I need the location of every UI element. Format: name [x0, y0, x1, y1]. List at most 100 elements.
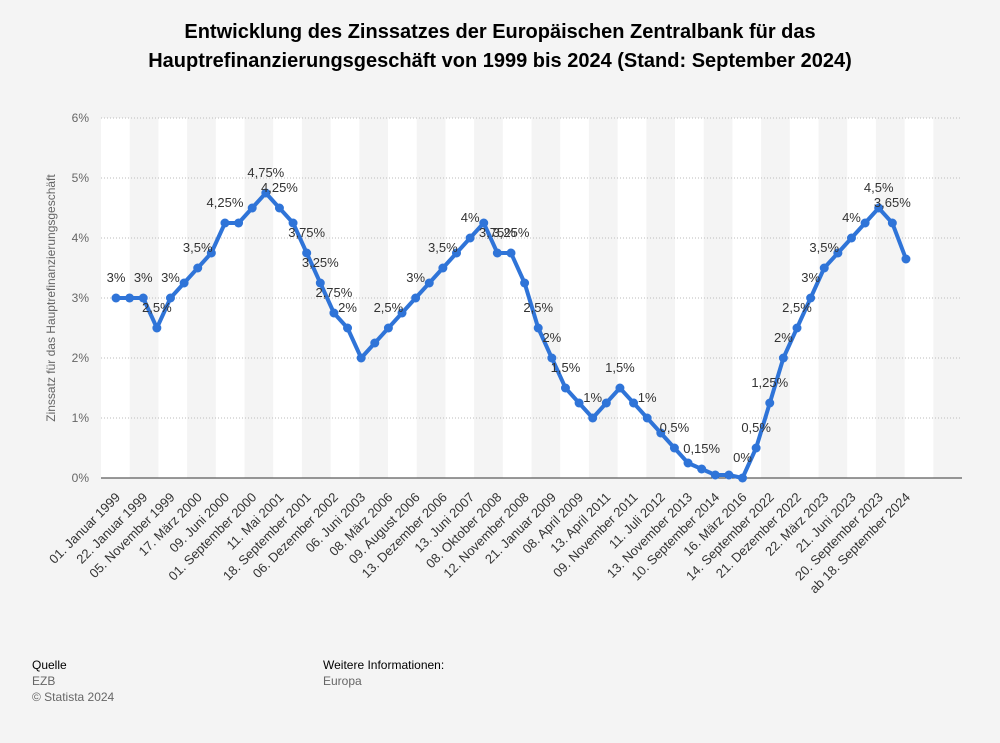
- data-point[interactable]: [165, 293, 175, 303]
- data-point[interactable]: [383, 323, 393, 333]
- data-point[interactable]: [193, 263, 203, 273]
- y-tick-label: 2%: [72, 351, 90, 365]
- data-point[interactable]: [560, 383, 570, 393]
- source-value: EZB: [32, 674, 56, 688]
- data-point[interactable]: [710, 470, 720, 480]
- data-point[interactable]: [315, 278, 325, 288]
- data-point[interactable]: [874, 203, 884, 213]
- data-label: 1,25%: [751, 375, 788, 390]
- data-point[interactable]: [901, 254, 911, 264]
- data-point[interactable]: [833, 248, 843, 258]
- data-point[interactable]: [520, 278, 530, 288]
- data-point[interactable]: [683, 458, 693, 468]
- data-point[interactable]: [288, 218, 298, 228]
- chart-title-line-1: Entwicklung des Zinssatzes der Europäisc…: [184, 21, 816, 43]
- data-point[interactable]: [206, 248, 216, 258]
- data-point[interactable]: [492, 248, 502, 258]
- source-heading: Quelle: [32, 658, 67, 672]
- data-point[interactable]: [179, 278, 189, 288]
- chart-title-line-2: Hauptrefinanzierungsgeschäft von 1999 bi…: [148, 50, 852, 72]
- data-point[interactable]: [656, 428, 666, 438]
- info-block: Weitere Informationen: Europa: [323, 657, 444, 689]
- data-label: 2,5%: [523, 300, 553, 315]
- data-label: 4%: [842, 210, 861, 225]
- data-point[interactable]: [751, 443, 761, 453]
- data-point[interactable]: [738, 473, 748, 483]
- data-label: 2%: [338, 300, 357, 315]
- data-point[interactable]: [533, 323, 543, 333]
- data-label: 3,25%: [302, 255, 339, 270]
- data-point[interactable]: [615, 383, 625, 393]
- data-point[interactable]: [669, 443, 679, 453]
- data-point[interactable]: [506, 248, 516, 258]
- data-point[interactable]: [778, 353, 788, 363]
- data-point[interactable]: [547, 353, 557, 363]
- y-axis-title: Zinssatz für das Hauptrefinanzierungsges…: [44, 174, 58, 422]
- data-label: 2%: [774, 330, 793, 345]
- data-point[interactable]: [370, 338, 380, 348]
- data-point[interactable]: [111, 293, 121, 303]
- data-label: 2,5%: [142, 300, 172, 315]
- data-label: 4,75%: [247, 165, 284, 180]
- data-label: 3%: [801, 270, 820, 285]
- data-label: 3,75%: [288, 225, 325, 240]
- info-value[interactable]: Europa: [323, 674, 362, 688]
- data-label: 1,5%: [551, 360, 581, 375]
- data-label: 3,65%: [874, 195, 911, 210]
- data-point[interactable]: [642, 413, 652, 423]
- data-point[interactable]: [125, 293, 135, 303]
- data-point[interactable]: [792, 323, 802, 333]
- data-point[interactable]: [846, 233, 856, 243]
- data-point[interactable]: [819, 263, 829, 273]
- y-tick-label: 3%: [72, 291, 90, 305]
- plot-band: [502, 118, 532, 478]
- data-label: 4%: [461, 210, 480, 225]
- data-point[interactable]: [465, 233, 475, 243]
- data-point[interactable]: [588, 413, 598, 423]
- y-tick-label: 0%: [72, 471, 90, 485]
- data-point[interactable]: [411, 293, 421, 303]
- source-block: Quelle EZB © Statista 2024: [32, 657, 114, 705]
- data-point[interactable]: [343, 323, 353, 333]
- data-point[interactable]: [452, 248, 461, 258]
- line-chart: 0% 1% 2% 3% 4% 5% 6% Zinssatz für das Hauptrefi…: [44, 111, 962, 596]
- data-point[interactable]: [629, 398, 639, 408]
- data-point[interactable]: [765, 398, 775, 408]
- data-label: 3,5%: [183, 240, 213, 255]
- data-point[interactable]: [247, 203, 257, 213]
- data-point[interactable]: [574, 398, 584, 408]
- data-point[interactable]: [302, 248, 312, 258]
- data-label: 3%: [134, 270, 153, 285]
- data-label: 0,15%: [683, 441, 720, 456]
- data-point[interactable]: [397, 308, 407, 318]
- plot-band: [904, 118, 934, 478]
- data-label: 4,25%: [207, 195, 244, 210]
- plot-band: [445, 118, 475, 478]
- data-label: 2,75%: [315, 285, 352, 300]
- data-point[interactable]: [234, 218, 244, 228]
- data-point[interactable]: [860, 218, 870, 228]
- data-point[interactable]: [724, 470, 734, 480]
- y-tick-label: 5%: [72, 171, 90, 185]
- data-label: 2,5%: [374, 300, 404, 315]
- data-point[interactable]: [887, 218, 897, 228]
- data-point[interactable]: [138, 293, 148, 303]
- data-label: 0,5%: [741, 420, 771, 435]
- data-point[interactable]: [479, 218, 489, 228]
- y-tick-label: 6%: [72, 111, 90, 125]
- data-label: 3%: [107, 270, 126, 285]
- data-label: 3,25%: [493, 225, 530, 240]
- data-point[interactable]: [438, 263, 448, 273]
- data-point[interactable]: [424, 278, 434, 288]
- data-point[interactable]: [356, 353, 366, 363]
- data-point[interactable]: [152, 323, 162, 333]
- data-point[interactable]: [274, 203, 284, 213]
- data-point[interactable]: [329, 308, 339, 318]
- data-point[interactable]: [601, 398, 611, 408]
- data-point[interactable]: [220, 218, 230, 228]
- data-label: 2,5%: [782, 300, 812, 315]
- data-point[interactable]: [806, 293, 816, 303]
- data-label: 3%: [406, 270, 425, 285]
- data-point[interactable]: [261, 188, 271, 198]
- data-point[interactable]: [697, 464, 707, 474]
